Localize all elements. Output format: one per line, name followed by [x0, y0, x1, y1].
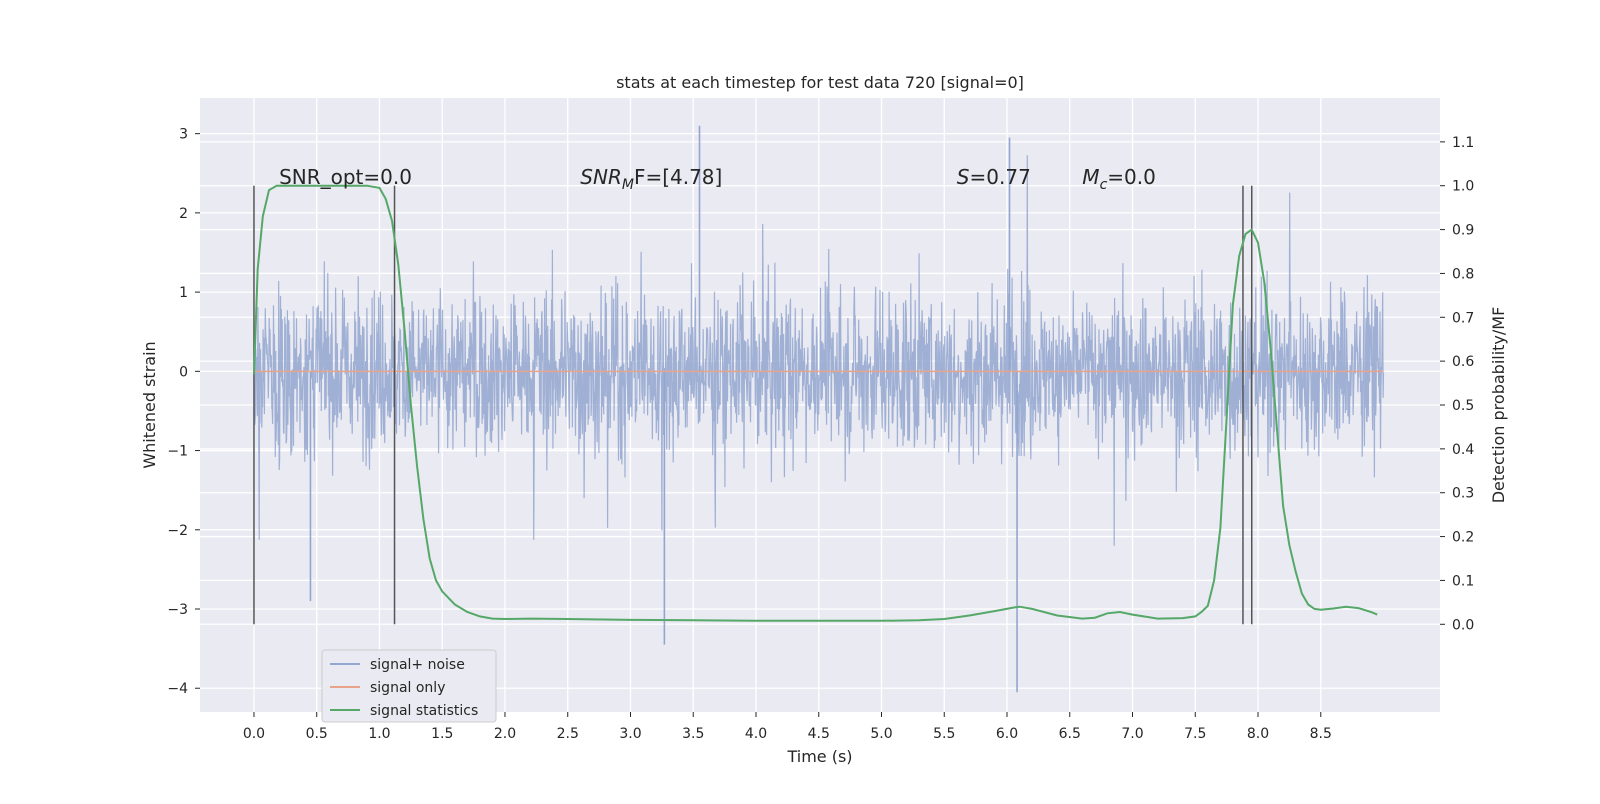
x-tick-label: 1.5 — [431, 726, 453, 742]
y2-axis-label: Detection probability/MF — [1489, 307, 1508, 504]
x-tick-label: 8.0 — [1247, 726, 1269, 742]
x-tick-label: 2.5 — [557, 726, 579, 742]
signal-statistics-series — [253, 184, 1378, 622]
annotation-snr-mf: SNRMF=[4.78] — [580, 165, 722, 193]
signal-noise-series — [253, 125, 1385, 693]
y2-axis-ticks: 0.0 0.1 0.2 0.3 0.4 0.5 0.6 0.7 0.8 0.9 1.0 1.1 — [1440, 135, 1474, 633]
x-tick-label: 1.0 — [368, 726, 390, 742]
x-tick-label: 4.0 — [745, 726, 767, 742]
y-tick-label: −4 — [167, 681, 188, 697]
y-tick-label: 3 — [179, 127, 188, 143]
x-tick-label: 8.5 — [1310, 726, 1332, 742]
x-tick-label: 7.0 — [1121, 726, 1143, 742]
y-tick-label: 2 — [179, 206, 188, 222]
y-tick-label: −2 — [167, 523, 188, 539]
annotation-s: S=0.77 — [957, 165, 1031, 189]
signal-statistics-line — [253, 184, 1378, 622]
legend-label: signal only — [370, 680, 445, 696]
x-tick-label: 6.5 — [1059, 726, 1081, 742]
y2-tick-label: 1.0 — [1452, 179, 1474, 195]
x-tick-label: 3.5 — [682, 726, 704, 742]
chart-title: stats at each timestep for test data 720… — [616, 73, 1024, 92]
vertical-markers — [253, 185, 1253, 625]
y2-tick-label: 0.2 — [1452, 530, 1474, 546]
x-axis-label: Time (s) — [786, 747, 852, 766]
y2-tick-label: 0.8 — [1452, 266, 1474, 282]
x-tick-label: 5.0 — [870, 726, 892, 742]
y2-tick-label: 0.9 — [1452, 223, 1474, 239]
x-tick-label: 7.5 — [1184, 726, 1206, 742]
annotation-snr-opt: SNR_opt=0.0 — [279, 165, 412, 189]
y2-tick-label: 0.4 — [1452, 442, 1474, 458]
y2-tick-label: 0.7 — [1452, 310, 1474, 326]
y2-tick-label: 0.1 — [1452, 573, 1474, 589]
legend-label: signal+ noise — [370, 657, 465, 673]
x-tick-label: 0.5 — [306, 726, 328, 742]
x-tick-label: 3.0 — [619, 726, 641, 742]
legend-box — [321, 649, 497, 723]
legend: signal+ noise signal only signal statistic… — [321, 649, 497, 723]
x-tick-label: 5.5 — [933, 726, 955, 742]
y2-tick-label: 1.1 — [1452, 135, 1474, 151]
signal-noise-line — [253, 155, 1385, 546]
x-tick-label: 6.0 — [996, 726, 1018, 742]
y-tick-label: −1 — [167, 444, 188, 460]
y-tick-label: −3 — [167, 602, 188, 618]
x-tick-label: 0.0 — [243, 726, 265, 742]
x-axis-ticks: 0.0 0.5 1.0 1.5 2.0 2.5 3.0 3.5 4.0 4.5 5.0 5.5 6.0 6… — [243, 712, 1332, 742]
y-tick-label: 0 — [179, 364, 188, 380]
y-tick-label: 1 — [179, 285, 188, 301]
legend-label: signal statistics — [370, 703, 478, 719]
y2-tick-label: 0.6 — [1452, 354, 1474, 370]
y2-tick-label: 0.5 — [1452, 398, 1474, 414]
annotation-mc: Mc=0.0 — [1082, 165, 1156, 193]
x-tick-label: 2.0 — [494, 726, 516, 742]
x-tick-label: 4.5 — [808, 726, 830, 742]
y-axis-ticks: −4 −3 −2 −1 0 1 2 3 — [167, 127, 200, 697]
annotations: SNR_opt=0.0 SNRMF=[4.78] S=0.77 Mc=0.0 — [279, 165, 1156, 193]
y2-tick-label: 0.3 — [1452, 486, 1474, 502]
y2-tick-label: 0.0 — [1452, 617, 1474, 633]
y-axis-label: Whitened strain — [140, 341, 159, 468]
